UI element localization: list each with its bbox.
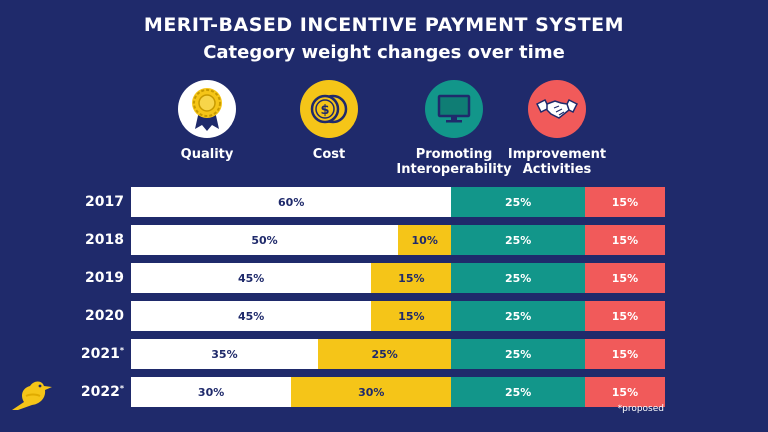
chart-title: MERIT-BASED INCENTIVE PAYMENT SYSTEM: [143, 14, 625, 36]
year-label-2022: 2022*: [80, 384, 124, 400]
bar-segment-quality: 50%: [131, 225, 398, 255]
category-promoting-interoperability: Promoting Interoperability: [394, 80, 514, 177]
bar-row-2021: 35% 25% 25% 15%: [131, 339, 665, 369]
category-label: Cost: [312, 147, 346, 162]
monitor-icon: [425, 80, 483, 138]
proposed-marker: *: [119, 384, 124, 393]
category-label: Improvement Activities: [507, 147, 607, 177]
bar-segment-quality: 30%: [131, 377, 292, 407]
bar-segment-promoting-interoperability: 25%: [451, 301, 585, 331]
category-improvement-activities: Improvement Activities: [497, 80, 617, 177]
year-label-2020: 2020: [85, 308, 124, 324]
bar-segment-improvement-activities: 15%: [584, 225, 665, 255]
bar-row-2018: 50% 10% 25% 15%: [131, 225, 665, 255]
bar-row-2017: 60% 25% 15%: [131, 187, 665, 217]
year-label-2017: 2017: [85, 194, 124, 210]
bar-segment-cost: 30%: [291, 377, 452, 407]
bar-segment-improvement-activities: 15%: [584, 263, 665, 293]
bar-segment-cost: 10%: [398, 225, 452, 255]
year-label-2018: 2018: [85, 232, 124, 248]
bar-row-2022: 30% 30% 25% 15%: [131, 377, 665, 407]
award-ribbon-icon: [178, 80, 236, 138]
bird-logo: [10, 378, 56, 416]
bar-row-2020: 45% 15% 25% 15%: [131, 301, 665, 331]
bar-segment-promoting-interoperability: 25%: [451, 377, 585, 407]
bar-segment-promoting-interoperability: 25%: [451, 225, 585, 255]
bar-segment-promoting-interoperability: 25%: [451, 187, 585, 217]
bar-segment-quality: 35%: [131, 339, 318, 369]
bar-segment-cost: 15%: [371, 263, 452, 293]
bar-segment-quality: 45%: [131, 263, 372, 293]
year-label-2019: 2019: [85, 270, 124, 286]
year-label-2021: 2021*: [80, 346, 124, 362]
category-quality: Quality: [147, 80, 267, 162]
category-cost: $ Cost: [269, 80, 389, 162]
bar-segment-quality: 45%: [131, 301, 372, 331]
category-label: Promoting Interoperability: [396, 147, 512, 177]
bar-segment-improvement-activities: 15%: [584, 301, 665, 331]
bar-segment-cost: 15%: [371, 301, 452, 331]
chart-subtitle: Category weight changes over time: [203, 42, 565, 63]
bar-segment-improvement-activities: 15%: [584, 187, 665, 217]
bar-segment-promoting-interoperability: 25%: [451, 339, 585, 369]
category-label: Quality: [180, 147, 234, 162]
bar-row-2019: 45% 15% 25% 15%: [131, 263, 665, 293]
handshake-icon: [528, 80, 586, 138]
bar-segment-improvement-activities: 15%: [584, 377, 665, 407]
bar-segment-quality: 60%: [131, 187, 452, 217]
bar-segment-promoting-interoperability: 25%: [451, 263, 585, 293]
coins-icon: $: [300, 80, 358, 138]
bar-segment-improvement-activities: 15%: [584, 339, 665, 369]
proposed-marker: *: [119, 346, 124, 355]
svg-text:$: $: [320, 103, 329, 118]
bar-segment-cost: 25%: [317, 339, 452, 369]
footnote: *proposed: [617, 404, 664, 414]
